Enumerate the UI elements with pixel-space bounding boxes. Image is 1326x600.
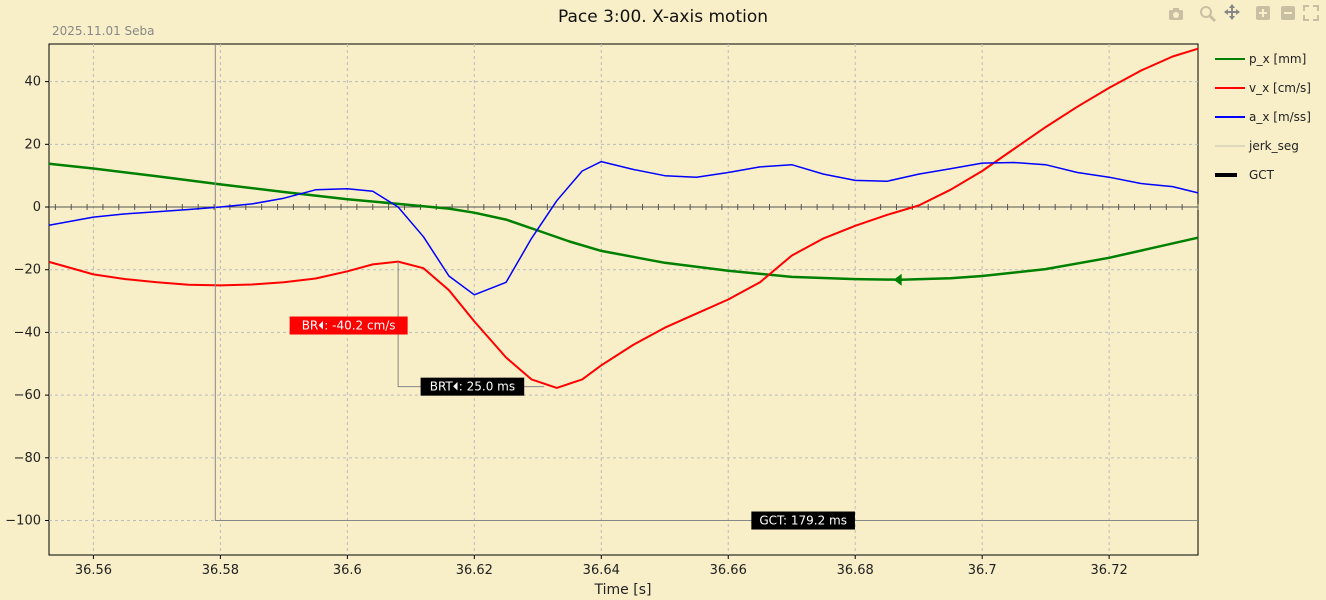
toolbar [1169,4,1319,23]
grid [49,44,1198,555]
annotation-2: GCT: 179.2 ms [751,511,855,530]
annotation-box [751,511,855,530]
annotation-label: GCT: 179.2 ms [759,514,847,528]
y-tick-label: −60 [14,388,41,403]
x-tick-label: 36.64 [583,563,620,578]
legend-label: GCT [1249,168,1275,182]
annotation-box [289,316,408,335]
camera-icon[interactable] [1169,8,1183,20]
legend-label: jerk_seg [1248,139,1299,153]
legend-label: v_x [cm/s] [1249,81,1311,95]
legend: p_x [mm] v_x [cm/s] a_x [m/ss] jerk_seg GCT [1215,52,1311,182]
x-tick-label: 36.7 [968,563,997,578]
y-axis: −100 −80 −60 −40 −20 0 20 40 [5,75,49,529]
autoscale-icon[interactable] [1303,5,1319,21]
x-tick-label: 36.68 [837,563,874,578]
annotation-label: BR⏴: -40.2 cm/s [302,319,396,333]
x-axis: 36.56 36.58 36.6 36.62 36.64 36.66 36.68 36.7 36… [75,555,1128,578]
y-tick-label: 40 [24,75,41,90]
annotations: BR⏴: -40.2 cm/s BRT⏴: 25.0 ms GCT: 179.2 m… [289,261,855,530]
chart-subtitle: 2025.11.01 Seba [52,24,155,38]
x-tick-label: 36.62 [456,563,493,578]
zero-axis [49,204,1199,211]
series-line-p-x [48,162,1199,281]
y-tick-label: 0 [33,200,41,215]
series-layer [48,44,1199,521]
annotation-label: BRT⏴: 25.0 ms [430,380,515,394]
x-tick-label: 36.72 [1091,563,1128,578]
annotation-box [420,377,525,396]
y-tick-label: −80 [14,451,41,466]
annotation-0: BR⏴: -40.2 cm/s [289,316,408,335]
chart-title: Pace 3:00. X-axis motion [558,7,768,27]
x-axis-label: Time [s] [594,582,652,598]
series-line-gct [214,44,1198,521]
pan-icon[interactable] [1224,4,1240,20]
series-line-v-x [48,47,1199,389]
zoom-out-icon[interactable] [1281,6,1295,20]
annotation-1: BRT⏴: 25.0 ms [420,377,525,396]
legend-label: p_x [mm] [1249,52,1306,66]
x-tick-label: 36.56 [75,563,112,578]
plot-area [48,43,1199,556]
zoom-in-icon[interactable] [1256,6,1270,20]
zoom-icon[interactable] [1200,6,1217,23]
y-tick-label: −100 [5,514,41,529]
y-tick-label: 20 [24,137,41,152]
x-tick-label: 36.66 [710,563,747,578]
x-tick-label: 36.58 [202,563,239,578]
px-marker [893,273,902,286]
y-tick-label: −40 [14,325,41,340]
series-line-a-x [48,160,1199,296]
legend-label: a_x [m/ss] [1249,110,1311,124]
brt-bracket [397,261,545,388]
x-tick-label: 36.6 [333,563,362,578]
y-tick-label: −20 [14,263,41,278]
